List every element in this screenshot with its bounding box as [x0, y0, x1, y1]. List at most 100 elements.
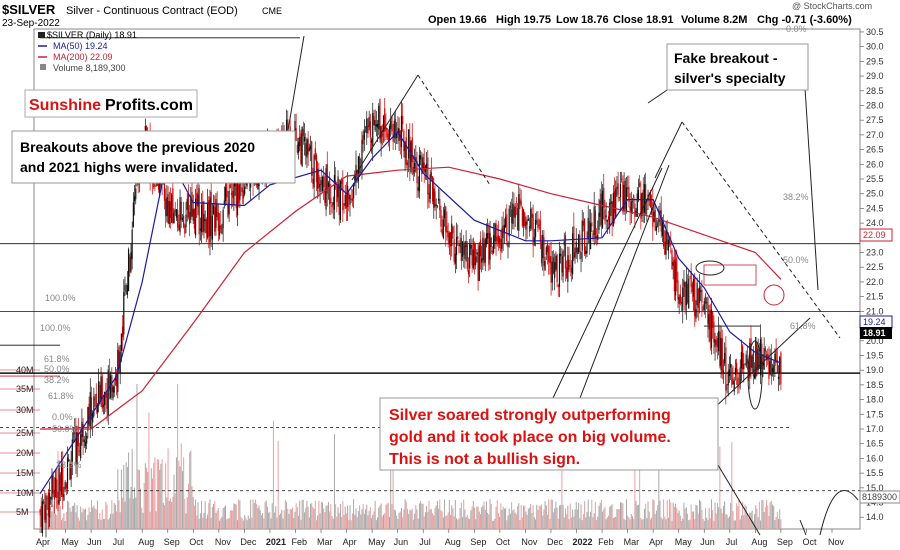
volume-bar — [239, 500, 241, 529]
candle-body — [568, 259, 570, 270]
volume-bar — [367, 515, 369, 529]
volume-bar — [696, 505, 698, 529]
volume-bar — [755, 505, 757, 529]
candle-body — [712, 311, 714, 329]
candle-body — [429, 174, 431, 199]
volume-bar — [539, 506, 541, 529]
candle-body — [321, 176, 324, 192]
candle-body — [670, 243, 672, 246]
volume-bar — [602, 511, 604, 529]
volume-bar — [102, 518, 104, 529]
volume-bar — [299, 500, 301, 529]
volume-bar — [154, 457, 156, 529]
volume-bar — [256, 503, 258, 529]
candle-body — [554, 262, 556, 278]
volume-bar — [335, 504, 337, 529]
fib-right-61: 61.8% — [790, 321, 816, 331]
candle-body — [130, 252, 132, 272]
volume-bar — [213, 503, 215, 529]
badge-ma200-box — [859, 228, 893, 242]
candle-body — [534, 219, 537, 238]
candle-body — [439, 199, 441, 211]
y-tick-label: 19.5 — [866, 350, 884, 360]
volume-bar — [250, 499, 252, 529]
volume-bar — [586, 512, 588, 529]
candle-body — [102, 404, 105, 408]
candle-body — [575, 241, 577, 253]
candle-body — [215, 199, 217, 228]
volume-bar — [445, 515, 447, 529]
candle-body — [458, 244, 460, 246]
candle-body — [187, 193, 190, 218]
callout-breakouts: Breakouts above the previous 2020 and 20… — [11, 130, 296, 184]
candle-body — [597, 234, 599, 240]
candle-body — [459, 244, 461, 247]
volume-bar — [276, 517, 278, 529]
candle-body — [460, 238, 462, 262]
candle-body — [707, 297, 709, 325]
candle-body — [200, 205, 203, 233]
candle-body — [72, 433, 75, 435]
candle-body — [536, 221, 538, 223]
volume-bar — [406, 508, 408, 529]
candle-body — [86, 435, 88, 444]
trendline-volume-a — [714, 459, 761, 536]
candle-body — [238, 184, 240, 204]
candle-body — [485, 233, 488, 245]
oval-may-2022 — [695, 260, 725, 276]
candle-body — [762, 362, 764, 366]
volume-bar — [594, 501, 596, 529]
candle-body — [332, 202, 334, 205]
x-tick-label: Jun — [394, 537, 409, 547]
volume-bar — [665, 519, 667, 529]
y-tick-label: 25.0 — [866, 189, 884, 199]
candle-body — [603, 187, 605, 208]
volume-bar — [317, 515, 319, 529]
fib-left-50a: 50.0% — [44, 364, 70, 374]
volume-bar — [65, 511, 67, 529]
volume-bar — [495, 506, 497, 529]
candle-body — [235, 172, 237, 209]
trendline-volume-b — [799, 519, 807, 536]
trendline-jun2021-peak — [351, 74, 419, 181]
volume-bar — [246, 520, 248, 529]
candle-body — [775, 349, 777, 362]
candle-body — [52, 475, 54, 494]
volume-bar — [52, 504, 54, 529]
brand-part2: Profits.com — [105, 97, 193, 114]
candle-body — [179, 197, 181, 233]
volume-bar — [718, 507, 720, 529]
volume-bar — [88, 507, 90, 529]
volume-bar — [479, 514, 481, 529]
candle-body — [209, 197, 211, 243]
volume-bar — [604, 506, 606, 529]
volume-bar — [281, 509, 283, 529]
candle-body — [412, 166, 415, 174]
candle-body — [239, 180, 241, 200]
candle-body — [628, 186, 630, 202]
volume-bar — [710, 499, 712, 529]
volume-bar — [726, 514, 728, 529]
volume-bar — [491, 520, 493, 529]
volume-bar — [156, 459, 158, 529]
volume-bar — [210, 517, 212, 529]
volume-bar — [209, 499, 211, 529]
candle-body — [521, 207, 523, 226]
candle-body — [132, 202, 134, 228]
candle-body — [466, 243, 468, 269]
volume-bar — [126, 467, 128, 529]
volume-bar — [55, 513, 57, 529]
candle-body — [623, 184, 625, 211]
volume-bar — [193, 505, 195, 529]
volume-bar — [766, 500, 768, 529]
volume-bar — [725, 513, 727, 529]
candle-body — [543, 237, 545, 267]
candle-body — [218, 225, 221, 236]
candle-body — [774, 353, 776, 366]
volume-bar — [398, 512, 400, 529]
volume-bar — [545, 505, 547, 529]
volume-bar — [51, 511, 53, 529]
volume-bar — [424, 512, 426, 529]
volume-bar — [417, 518, 419, 529]
candle-body — [352, 183, 355, 199]
